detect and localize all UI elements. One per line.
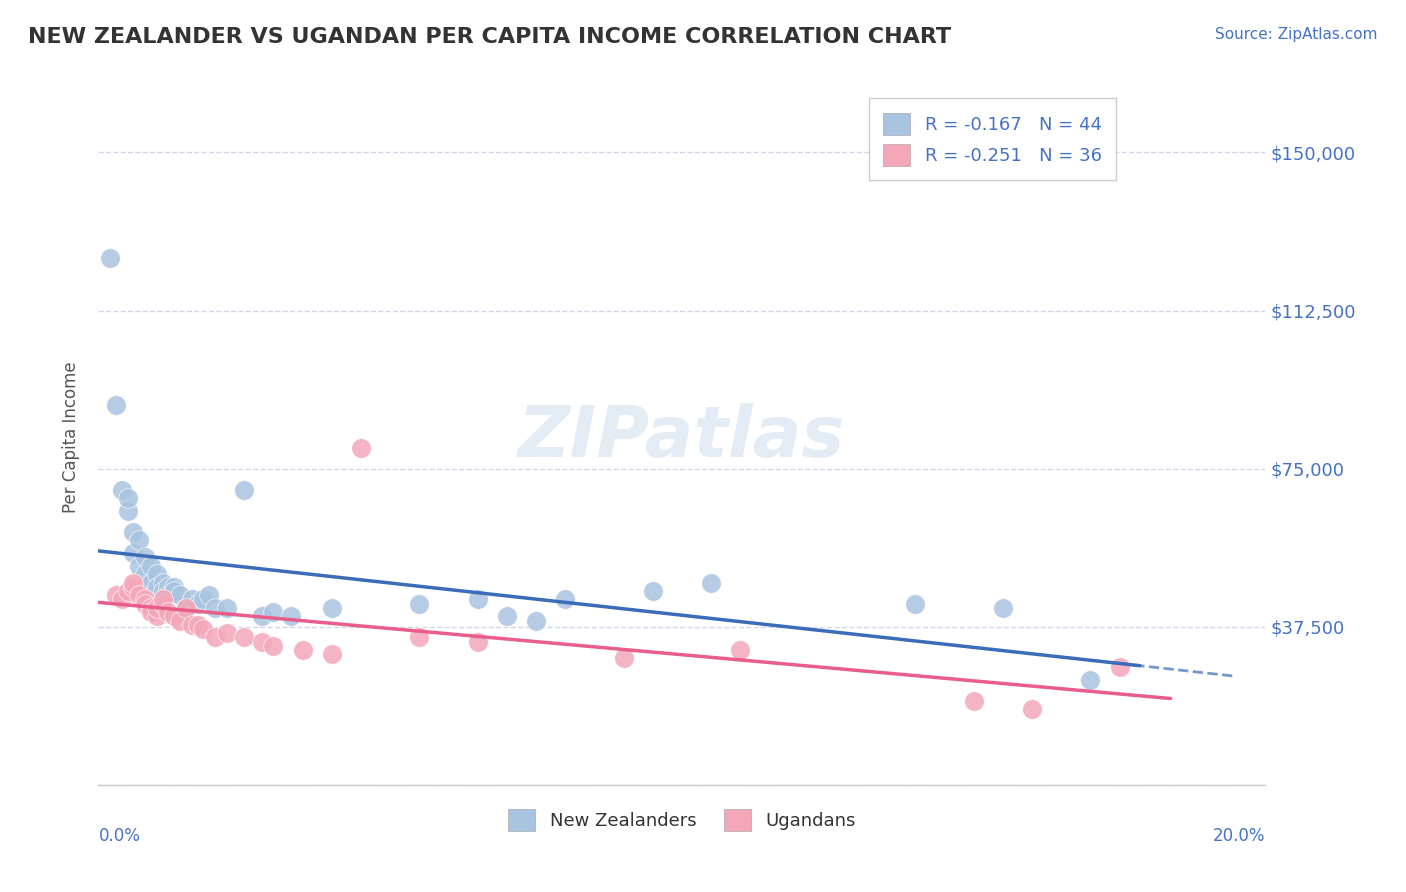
Point <box>117 504 139 518</box>
Point <box>700 575 723 590</box>
Point <box>134 550 156 565</box>
Point <box>111 483 134 497</box>
Point <box>146 600 169 615</box>
Point <box>104 588 127 602</box>
Point <box>193 622 215 636</box>
Point <box>163 584 186 599</box>
Point <box>233 483 256 497</box>
Point <box>152 592 174 607</box>
Point <box>122 580 145 594</box>
Point <box>991 600 1014 615</box>
Point <box>524 614 547 628</box>
Point <box>98 251 121 265</box>
Point <box>408 631 430 645</box>
Point <box>1080 673 1102 687</box>
Point <box>146 580 169 594</box>
Point <box>1108 660 1130 674</box>
Legend: New Zealanders, Ugandans: New Zealanders, Ugandans <box>494 795 870 846</box>
Point <box>250 609 273 624</box>
Point <box>233 631 256 645</box>
Point <box>554 592 576 607</box>
Point <box>128 558 150 573</box>
Point <box>408 597 430 611</box>
Point <box>134 567 156 582</box>
Point <box>321 600 343 615</box>
Point <box>128 533 150 548</box>
Point <box>169 588 191 602</box>
Point <box>146 609 169 624</box>
Point <box>215 600 238 615</box>
Point <box>204 600 226 615</box>
Point <box>128 588 150 602</box>
Point <box>139 600 162 615</box>
Point <box>180 617 202 632</box>
Point <box>193 592 215 607</box>
Point <box>215 626 238 640</box>
Point <box>139 605 162 619</box>
Point <box>117 491 139 506</box>
Point <box>152 597 174 611</box>
Point <box>157 588 180 602</box>
Point <box>496 609 519 624</box>
Point <box>198 588 221 602</box>
Point <box>117 584 139 599</box>
Point <box>169 614 191 628</box>
Point <box>174 600 197 615</box>
Point <box>262 605 284 619</box>
Point <box>204 631 226 645</box>
Point <box>122 575 145 590</box>
Point <box>1021 702 1043 716</box>
Point <box>139 575 162 590</box>
Point <box>641 584 664 599</box>
Point <box>104 399 127 413</box>
Point <box>730 643 752 657</box>
Point <box>134 597 156 611</box>
Point <box>250 634 273 648</box>
Point <box>187 617 209 632</box>
Point <box>612 651 634 665</box>
Text: ZIPatlas: ZIPatlas <box>519 402 845 472</box>
Point <box>467 592 489 607</box>
Point <box>157 605 180 619</box>
Point <box>157 580 180 594</box>
Point <box>904 597 927 611</box>
Point <box>163 609 186 624</box>
Point <box>321 647 343 661</box>
Point <box>111 592 134 607</box>
Point <box>962 693 984 707</box>
Point <box>122 546 145 560</box>
Point <box>291 643 314 657</box>
Point <box>467 634 489 648</box>
Point <box>280 609 302 624</box>
Point <box>146 567 169 582</box>
Text: NEW ZEALANDER VS UGANDAN PER CAPITA INCOME CORRELATION CHART: NEW ZEALANDER VS UGANDAN PER CAPITA INCO… <box>28 27 952 46</box>
Point <box>152 575 174 590</box>
Point <box>152 584 174 599</box>
Point <box>187 597 209 611</box>
Point <box>262 639 284 653</box>
Y-axis label: Per Capita Income: Per Capita Income <box>62 361 80 513</box>
Text: Source: ZipAtlas.com: Source: ZipAtlas.com <box>1215 27 1378 42</box>
Text: 0.0%: 0.0% <box>98 827 141 845</box>
Point <box>163 580 186 594</box>
Point <box>134 592 156 607</box>
Point <box>139 558 162 573</box>
Point <box>350 441 373 455</box>
Point <box>180 592 202 607</box>
Point <box>122 524 145 539</box>
Text: 20.0%: 20.0% <box>1213 827 1265 845</box>
Point <box>174 600 197 615</box>
